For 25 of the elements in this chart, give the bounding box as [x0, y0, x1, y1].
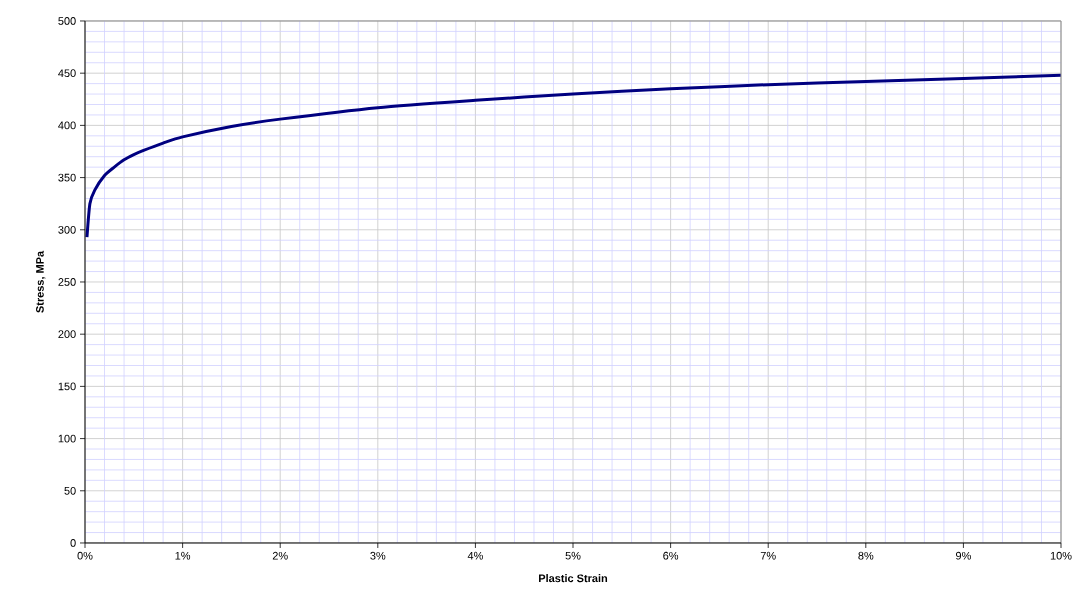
x-tick-label: 4% — [467, 551, 483, 560]
y-tick-label: 200 — [58, 330, 76, 339]
y-tick-label: 100 — [58, 434, 76, 443]
x-tick-label: 0% — [77, 551, 93, 560]
y-axis-title: Stress, MPa — [36, 250, 46, 313]
x-tick-label: 9% — [956, 551, 971, 560]
line-series — [85, 73, 1063, 239]
y-tick-label: 350 — [58, 173, 76, 182]
x-tick-label: 1% — [175, 551, 191, 560]
x-axis-title: Plastic Strain — [539, 574, 608, 583]
y-tick-label: 450 — [58, 69, 76, 78]
x-tick-label: 6% — [663, 551, 679, 560]
y-tick-label: 250 — [58, 278, 76, 286]
y-tick-label: 50 — [64, 486, 76, 495]
x-tick-label: 5% — [565, 551, 581, 560]
x-tick-label: 7% — [760, 551, 776, 560]
x-tick-label: 8% — [858, 551, 874, 560]
x-tick-label: 3% — [370, 551, 386, 560]
x-tick-label: 2% — [272, 551, 288, 560]
y-tick-label: 500 — [58, 17, 76, 25]
y-tick-label: 400 — [58, 121, 76, 130]
y-tick-label: 300 — [58, 225, 76, 234]
y-tick-label: 150 — [58, 382, 76, 391]
x-tick-label: 10% — [1050, 551, 1072, 560]
y-tick-label: 0 — [70, 539, 76, 547]
